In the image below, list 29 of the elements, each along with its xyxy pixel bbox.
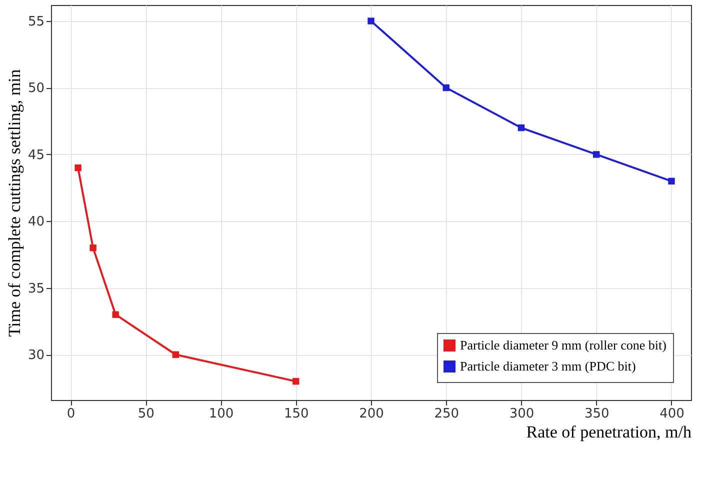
point xyxy=(172,351,180,358)
x-tick-label: 350 xyxy=(584,406,610,422)
x-tick-label: 250 xyxy=(434,406,460,422)
y-tick-label: 35 xyxy=(28,281,44,296)
y-tick-label: 45 xyxy=(28,148,44,163)
x-tick-label: 50 xyxy=(138,406,154,422)
point xyxy=(593,151,600,158)
point xyxy=(518,124,525,132)
point xyxy=(292,378,300,385)
y-tick-label: 30 xyxy=(28,348,44,364)
point xyxy=(112,311,119,318)
x-tick-label: 100 xyxy=(208,406,234,422)
x-tick-label: 150 xyxy=(284,406,309,422)
point xyxy=(668,178,675,185)
legend-label: Particle diameter 9 mm (roller cone bit) xyxy=(460,338,666,352)
legend-label: Particle diameter 3 mm (PDC bit) xyxy=(460,358,636,374)
x-axis-title: Rate of penetration, m/h xyxy=(526,422,692,442)
x-tick-label: 400 xyxy=(660,406,684,422)
y-tick-label: 40 xyxy=(28,214,44,230)
point xyxy=(90,244,96,252)
point xyxy=(74,164,82,172)
x-tick-label: 200 xyxy=(359,406,384,422)
x-tick-label: 300 xyxy=(509,406,534,422)
y-tick-label: 55 xyxy=(28,14,44,30)
y-axis-title: Time of complete cuttings settling, min xyxy=(4,68,24,337)
point xyxy=(442,84,450,92)
x-tick-label: 0 xyxy=(66,406,76,422)
point xyxy=(368,18,374,24)
y-tick-label: 50 xyxy=(28,81,44,96)
